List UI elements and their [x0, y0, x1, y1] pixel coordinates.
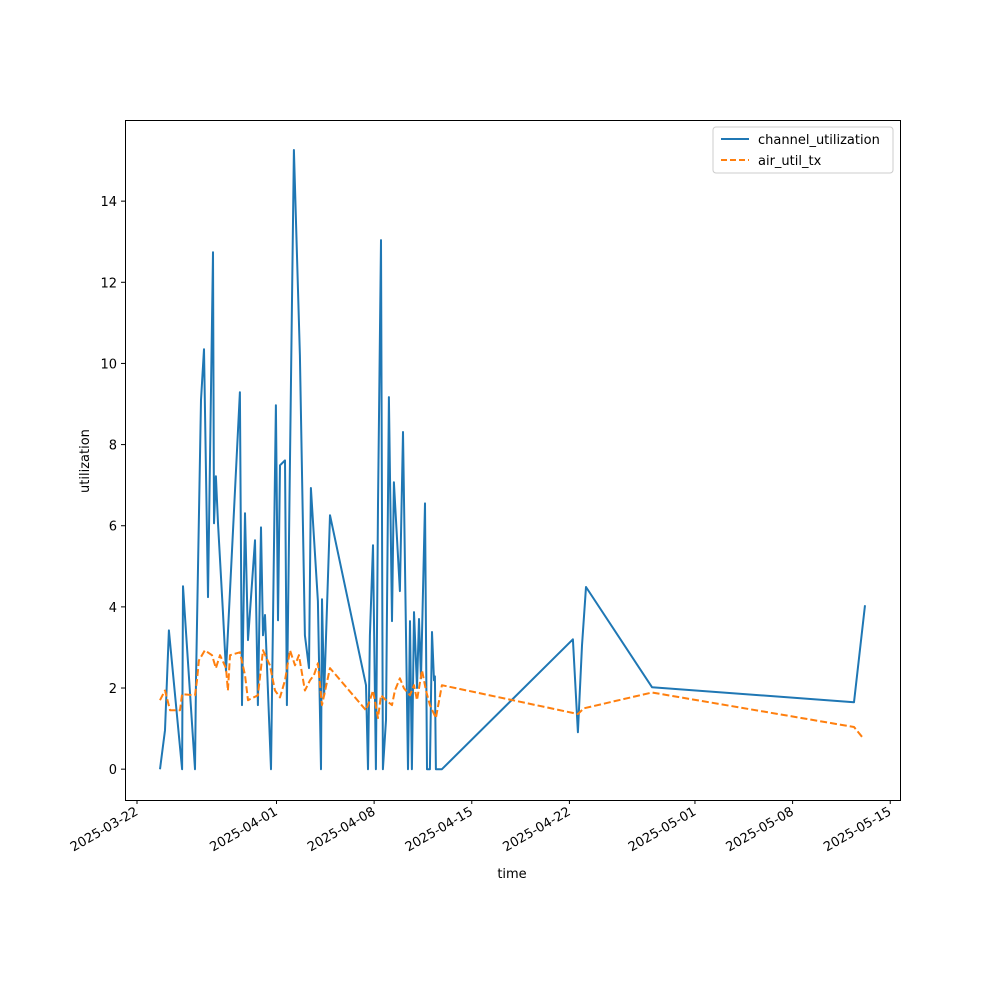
x-tick-label: 2025-04-01 [208, 804, 281, 855]
legend: channel_utilization air_util_tx [712, 126, 894, 174]
x-tick-label: 2025-05-08 [724, 804, 797, 855]
x-tick-label: 2025-05-01 [626, 804, 699, 855]
y-tick-label: 6 [109, 520, 117, 535]
legend-label-air-util-tx: air_util_tx [758, 154, 822, 169]
legend-box [712, 126, 894, 174]
plot-frame [125, 120, 901, 801]
y-tick-label: 14 [100, 195, 117, 210]
x-tick-label: 2025-04-15 [403, 804, 476, 855]
x-tick-label: 2025-05-15 [821, 804, 894, 855]
y-tick-label: 8 [109, 439, 117, 454]
y-axis-label: utilization [78, 429, 93, 493]
legend-label-channel-utilization: channel_utilization [758, 133, 880, 148]
series-line-channel-utilization [159, 149, 866, 771]
y-tick-label: 4 [109, 601, 117, 616]
series-layer [159, 149, 866, 771]
series-line-air-util-tx [159, 649, 864, 739]
x-tick-label: 2025-04-08 [305, 804, 378, 855]
x-axis-label: time [497, 867, 526, 882]
x-tick-label: 2025-03-22 [68, 804, 141, 855]
x-tick-label: 2025-04-22 [500, 804, 573, 855]
y-tick-label: 0 [109, 763, 117, 778]
y-tick-label: 2 [109, 682, 117, 697]
y-tick-label: 10 [100, 357, 117, 372]
ticks-layer: 0 2 4 6 8 10 12 14 2025-03-22 2025-04-01 2025-04-0… [68, 195, 894, 855]
y-tick-label: 12 [100, 276, 117, 291]
